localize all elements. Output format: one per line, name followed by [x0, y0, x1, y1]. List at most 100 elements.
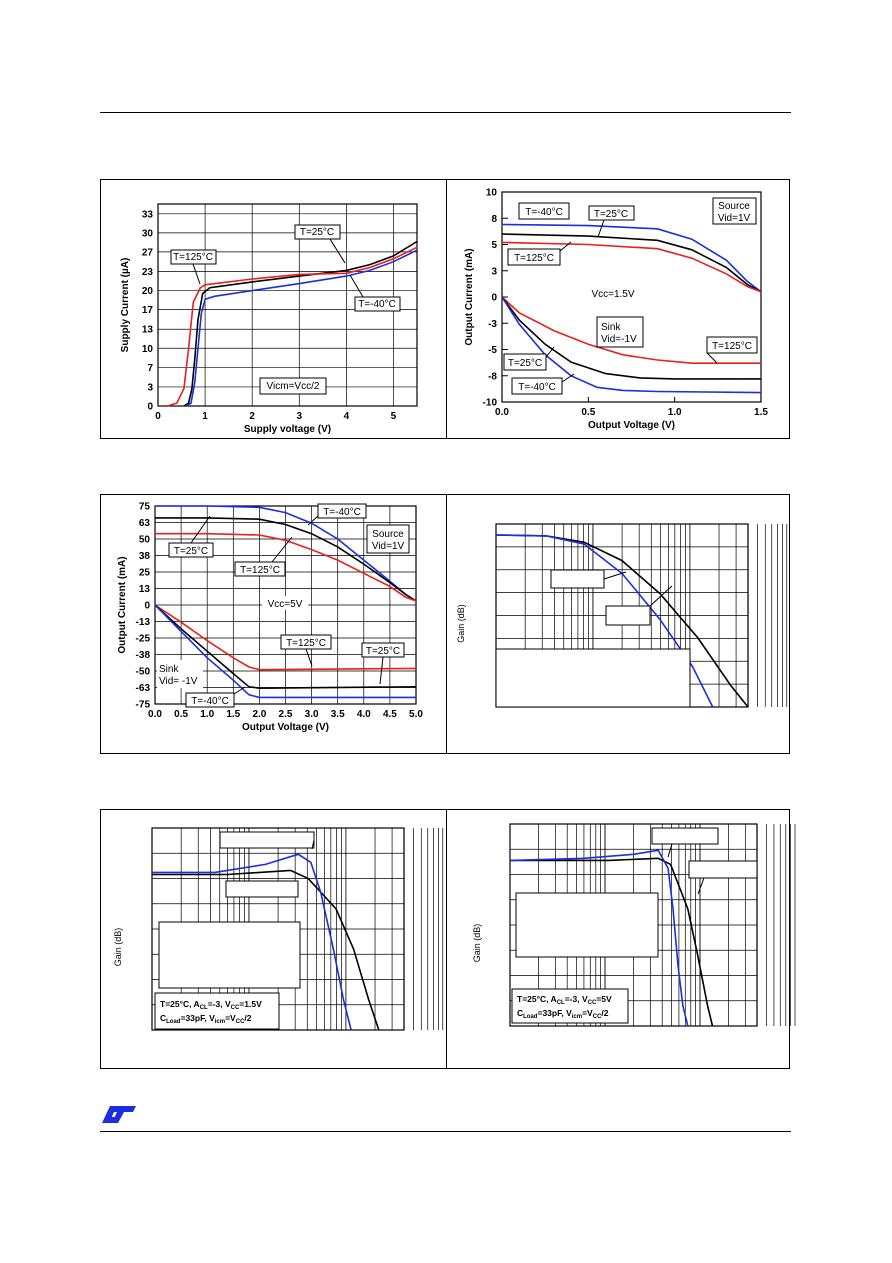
series-line-0: [501, 223, 762, 293]
gain-chart-5v: Gain (dB)T=25°C, ACL=-3, VCC=5VCLoad=33p…: [472, 823, 796, 1027]
label-source: Source: [718, 201, 750, 212]
label-d: T=125°C: [286, 638, 326, 649]
label-c: T=125°C: [240, 565, 280, 576]
series-line-1: [167, 246, 418, 407]
condition-line-1: T=25°C, ACL=-3, VCC=1.5V: [160, 999, 262, 1011]
condition-line-2: CLoad=33pF, Vicm=VCC/2: [517, 1008, 609, 1020]
figure-row-3: [100, 809, 790, 1069]
x-tick-label: 1.0: [668, 407, 682, 418]
leader-line: [667, 843, 673, 858]
leader-line: [545, 346, 555, 358]
label-d: T=125°C: [712, 341, 752, 352]
x-tick-label: 5: [391, 411, 397, 422]
y-tick-label: -63: [136, 683, 151, 694]
y-tick-label: 23: [142, 267, 154, 278]
y-axis-label: Gain (dB): [113, 928, 123, 967]
y-tick-label: 5: [491, 240, 497, 251]
x-axis-label: Output Voltage (V): [588, 420, 675, 431]
condition-text: =-3, V: [208, 999, 231, 1009]
x-tick-label: 1.5: [226, 709, 240, 720]
series-line-5: [154, 604, 416, 699]
y-tick-label: 25: [139, 568, 151, 579]
condition-box: [154, 992, 280, 1030]
callout-box-1: [651, 827, 719, 845]
condition-text: CC: [231, 1005, 240, 1011]
x-tick-label: 1.0: [200, 709, 214, 720]
series-line-0: [152, 869, 380, 1031]
label-t25: T=25°C: [300, 227, 334, 238]
x-tick-label: 1.5: [754, 407, 768, 418]
label-sink-vid: Vid=-1V: [601, 334, 637, 345]
leader-line: [307, 515, 319, 526]
label-f: T=-40°C: [191, 696, 229, 707]
leader-line: [305, 648, 313, 667]
y-tick-label: 13: [139, 584, 151, 595]
condition-text: CL: [557, 1000, 565, 1006]
condition-text: CC: [593, 1014, 602, 1020]
label-vid: Vid=1V: [372, 541, 405, 552]
x-tick-label: 3.5: [331, 709, 345, 720]
label-source-box: [712, 197, 757, 225]
label-a-box: [317, 503, 367, 519]
y-tick-label: 10: [142, 344, 154, 355]
y-tick-label: -10: [483, 398, 498, 409]
leader-line: [190, 515, 211, 544]
label-e: T=25°C: [366, 646, 400, 657]
condition-text: C: [517, 1008, 523, 1018]
y-axis-label: Output Current (mA): [464, 248, 475, 345]
condition-text: =5V: [596, 994, 612, 1004]
leader-line: [311, 839, 315, 850]
condition-text: CC: [236, 1019, 245, 1025]
x-tick-label: 4.5: [383, 709, 397, 720]
series-line-2: [185, 249, 418, 407]
leader-line: [329, 238, 346, 264]
y-axis-label: Gain (dB): [472, 924, 482, 963]
y-tick-label: 0: [491, 293, 497, 304]
callout-box-1: [219, 831, 315, 849]
figure-divider: [446, 495, 447, 753]
label-vcc: Vcc=5V: [268, 599, 303, 610]
leader-line: [379, 656, 384, 685]
callout-box-2: [605, 605, 651, 626]
x-tick-label: 4.0: [357, 709, 371, 720]
series-line-1: [509, 849, 689, 1027]
y-tick-label: -25: [136, 634, 151, 645]
y-tick-label: 50: [139, 535, 151, 546]
header-rule: [100, 112, 791, 113]
y-tick-label: 3: [491, 266, 497, 277]
x-tick-label: 0.0: [148, 709, 162, 720]
condition-text: =33pF, V: [537, 1008, 572, 1018]
series-line-4: [501, 296, 761, 380]
label-sink: Sink: [159, 664, 179, 675]
leader-line: [271, 536, 293, 563]
label-source-box: [366, 524, 410, 554]
label-sink-vid: Vid= -1V: [159, 676, 198, 687]
x-tick-label: 0: [155, 411, 161, 422]
series-line-4: [154, 604, 417, 690]
leader-line: [603, 571, 627, 580]
gain-chart-1v5: Gain (dB)T=25°C, ACL=-3, VCC=1.5VCLoad=3…: [113, 827, 444, 1031]
y-tick-label: 17: [142, 305, 154, 316]
condition-text: =V: [225, 1013, 236, 1023]
y-tick-label: -50: [136, 667, 151, 678]
y-tick-label: 27: [142, 247, 154, 258]
x-axis-label: Output Voltage (V): [242, 722, 329, 733]
condition-text: /2: [244, 1013, 251, 1023]
condition-text: T=25°C, A: [517, 994, 557, 1004]
leader-line: [597, 219, 605, 238]
condition-text: CC: [588, 1000, 597, 1006]
x-tick-label: 2.0: [252, 709, 266, 720]
series-line-1: [501, 233, 762, 293]
y-tick-label: 7: [147, 363, 153, 374]
y-tick-label: 75: [139, 502, 151, 513]
label-b: T=25°C: [594, 209, 628, 220]
label-a: T=-40°C: [323, 507, 361, 518]
label-d-box: [706, 336, 758, 354]
condition-text: =-3, V: [565, 994, 588, 1004]
label-vcc-bg: [262, 596, 308, 610]
series-line-0: [183, 240, 418, 407]
output-current-5v-chart: 0.0 0.5 1.0 1.5 2.0 2.5 3.0 3.5 4.0 4.5 5.0 75 63 50 3…: [117, 502, 423, 734]
leader-line: [233, 686, 246, 695]
label-sink-box: [596, 316, 644, 348]
x-tick-label: 5.0: [409, 709, 423, 720]
